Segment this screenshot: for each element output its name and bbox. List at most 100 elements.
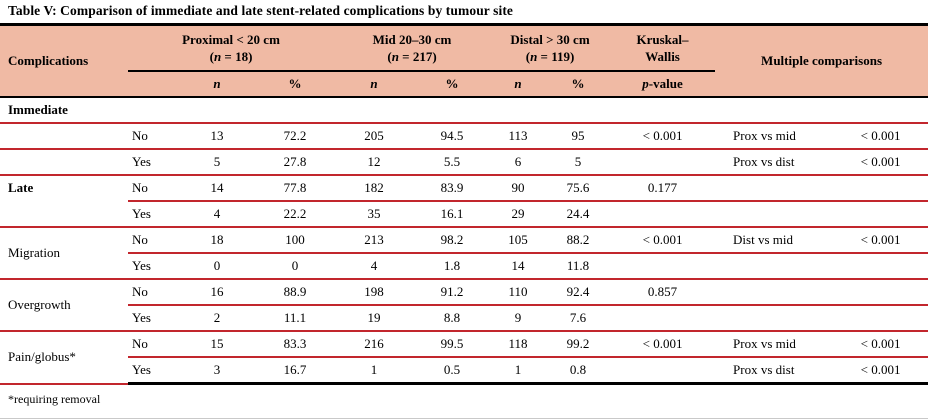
- n-value-proximal: 2: [178, 305, 256, 332]
- sub-header-n-proximal: n: [178, 71, 256, 98]
- n-value-mid: 4: [334, 253, 415, 280]
- pct-value-mid: 94.5: [414, 123, 491, 150]
- yes-no-cell: No: [128, 331, 178, 358]
- sub-header-pct-proximal: %: [256, 71, 335, 98]
- p-value-cell: 0.177: [610, 175, 716, 202]
- pct-value-distal: 75.6: [546, 175, 611, 202]
- pct-value-mid: 16.1: [414, 201, 491, 228]
- sub-header-pct-mid: %: [414, 71, 491, 98]
- p-value-cell: < 0.001: [610, 123, 716, 150]
- table-body: Immediate No 13 72.2 205 94.5 113 95 < 0…: [0, 97, 928, 385]
- n-value-mid: 216: [334, 331, 415, 358]
- table-row-overgrowth-no: Overgrowth No 16 88.9 198 91.2 110 92.4 …: [0, 279, 928, 332]
- comparison-label: [715, 201, 834, 228]
- header-row-sub: n % n % n % p-value: [0, 71, 928, 98]
- n-value-proximal: 4: [178, 201, 256, 228]
- comparison-p-value: [833, 253, 928, 280]
- yes-no-cell: No: [128, 227, 178, 254]
- n-value-distal: 29: [490, 201, 547, 228]
- n-value-distal: 110: [490, 279, 547, 306]
- n-value-mid: 12: [334, 149, 415, 176]
- table-title: Table V: Comparison of immediate and lat…: [0, 0, 928, 26]
- pct-value-proximal: 88.9: [256, 279, 335, 306]
- sub-header-n-mid: n: [334, 71, 415, 98]
- count-text: = 217): [398, 49, 437, 64]
- pct-value-distal: 99.2: [546, 331, 611, 358]
- section-label-migration: Migration: [0, 227, 128, 280]
- pct-value-distal: 5: [546, 149, 611, 176]
- col-header-kruskal-wallis: Kruskal– Wallis: [610, 26, 716, 72]
- n-value-distal: 90: [490, 175, 547, 202]
- n-value-mid: 19: [334, 305, 415, 332]
- yes-no-cell: Yes: [128, 201, 178, 228]
- header-row-groups: Complications Proximal < 20 cm (n = 18) …: [0, 26, 928, 98]
- table-footnote: *requiring removal: [8, 392, 101, 406]
- n-value-distal: 118: [490, 331, 547, 358]
- col-header-proximal: Proximal < 20 cm (n = 18): [128, 26, 335, 72]
- row-label: [0, 123, 128, 150]
- p-value-cell: < 0.001: [610, 331, 716, 358]
- complications-table: Complications Proximal < 20 cm (n = 18) …: [0, 26, 928, 385]
- table-row-pain-globus-no: Pain/globus* No 15 83.3 216 99.5 118 99.…: [0, 331, 928, 385]
- comparison-label: [715, 253, 834, 280]
- kruskal-line2: Wallis: [645, 49, 680, 64]
- spacer-cell: [128, 71, 178, 98]
- comparison-p-value: < 0.001: [833, 227, 928, 254]
- n-symbol: n: [391, 49, 399, 64]
- comparison-p-value: [833, 305, 928, 332]
- pct-value-proximal: 11.1: [256, 305, 335, 332]
- table-row-late-no: Late No 14 77.8 182 83.9 90 75.6 0.177: [0, 175, 928, 228]
- n-value-distal: 113: [490, 123, 547, 150]
- pct-value-mid: 91.2: [414, 279, 491, 306]
- sub-header-p-value: p-value: [610, 71, 716, 98]
- pct-value-proximal: 16.7: [256, 357, 335, 385]
- pct-value-proximal: 27.8: [256, 149, 335, 176]
- p-value-cell: [610, 201, 716, 228]
- comparison-p-value: < 0.001: [833, 331, 928, 358]
- kruskal-line1: Kruskal–: [636, 32, 689, 47]
- n-value-mid: 205: [334, 123, 415, 150]
- n-value-proximal: 18: [178, 227, 256, 254]
- group-name-distal: Distal > 30 cm: [510, 32, 590, 47]
- pct-value-distal: 24.4: [546, 201, 611, 228]
- paren-open: (: [387, 49, 392, 64]
- n-value-proximal: 15: [178, 331, 256, 358]
- n-value-proximal: 16: [178, 279, 256, 306]
- p-value-cell: [610, 305, 716, 332]
- n-value-distal: 6: [490, 149, 547, 176]
- col-header-mid: Mid 20–30 cm (n = 217): [334, 26, 491, 72]
- pct-value-distal: 92.4: [546, 279, 611, 306]
- n-value-distal: 9: [490, 305, 547, 332]
- comparison-label: Prox vs mid: [715, 123, 834, 150]
- pct-value-distal: 88.2: [546, 227, 611, 254]
- table-row-immediate-no: No 13 72.2 205 94.5 113 95 < 0.001 Prox …: [0, 123, 928, 150]
- group-name-mid: Mid 20–30 cm: [372, 32, 452, 47]
- pct-value-proximal: 0: [256, 253, 335, 280]
- n-value-mid: 198: [334, 279, 415, 306]
- table-row-migration-yes: Yes 0 0 4 1.8 14 11.8: [0, 253, 928, 280]
- comparison-p-value: [833, 279, 928, 306]
- n-symbol: n: [213, 49, 222, 64]
- n-value-distal: 1: [490, 357, 547, 385]
- col-header-multiple-comparisons: Multiple comparisons: [715, 26, 928, 98]
- pct-value-proximal: 100: [256, 227, 335, 254]
- comparison-label: Dist vs mid: [715, 227, 834, 254]
- pct-value-proximal: 22.2: [256, 201, 335, 228]
- yes-no-cell: Yes: [128, 305, 178, 332]
- yes-no-cell: Yes: [128, 253, 178, 280]
- yes-no-cell: Yes: [128, 149, 178, 176]
- comparison-p-value: < 0.001: [833, 357, 928, 385]
- p-value-cell: [610, 357, 716, 385]
- pct-value-proximal: 77.8: [256, 175, 335, 202]
- p-value-cell: 0.857: [610, 279, 716, 306]
- group-count-proximal: (n = 18): [128, 48, 334, 65]
- yes-no-cell: No: [128, 123, 178, 150]
- table-row-pain-globus-yes: Yes 3 16.7 1 0.5 1 0.8 Prox vs dist < 0.…: [0, 357, 928, 385]
- n-value-mid: 1: [334, 357, 415, 385]
- n-value-proximal: 13: [178, 123, 256, 150]
- pct-value-mid: 99.5: [414, 331, 491, 358]
- pct-value-distal: 7.6: [546, 305, 611, 332]
- p-value-cell: [610, 253, 716, 280]
- pct-value-mid: 1.8: [414, 253, 491, 280]
- n-value-mid: 213: [334, 227, 415, 254]
